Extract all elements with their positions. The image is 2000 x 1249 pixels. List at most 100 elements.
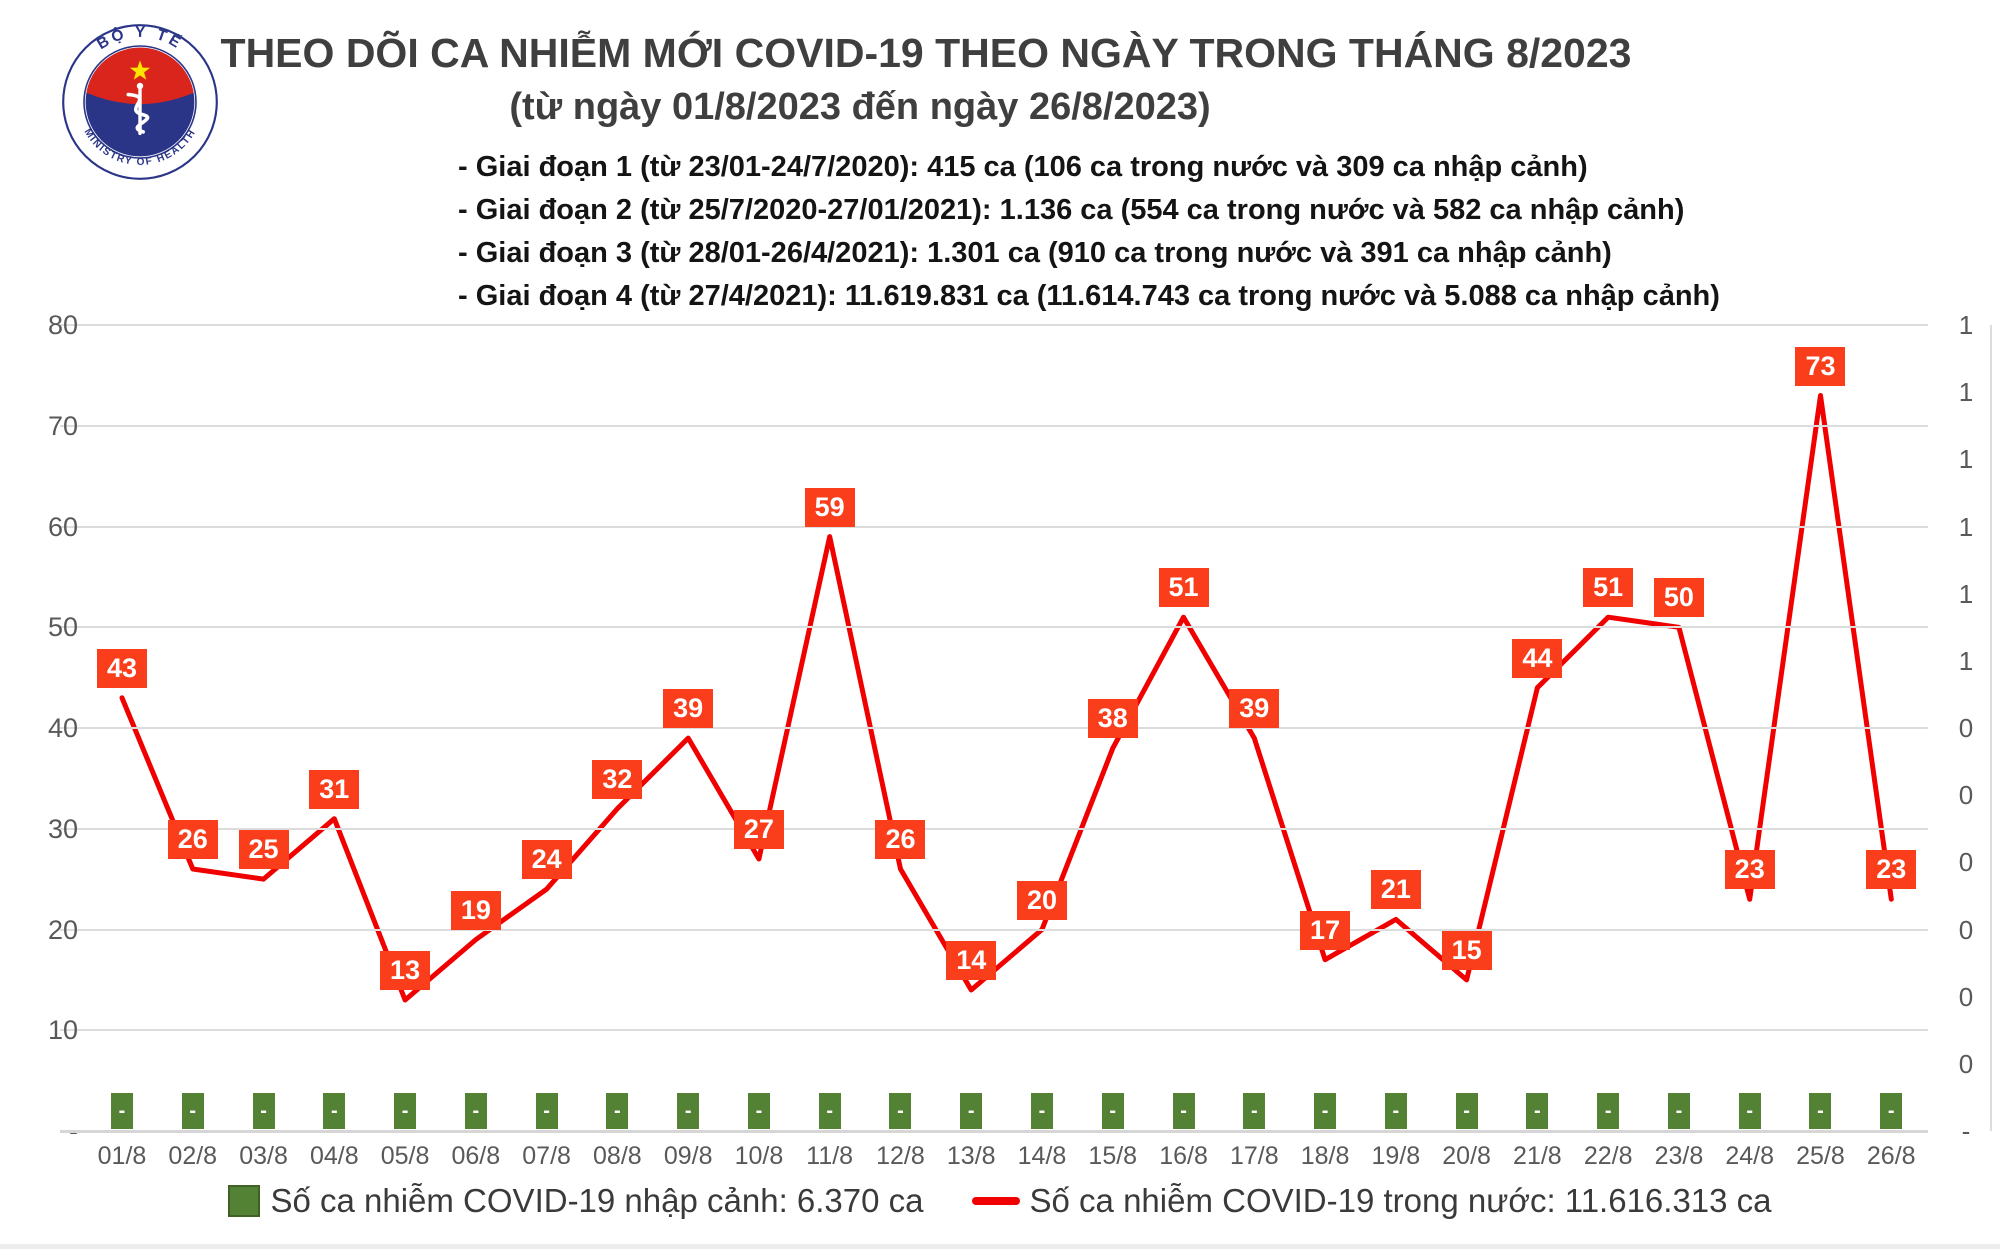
phase-note-3: - Giai đoạn 3 (từ 28/01-26/4/2021): 1.30… — [458, 237, 1612, 269]
imported-cases-bar: - — [1667, 1093, 1690, 1129]
phase-note-2: - Giai đoạn 2 (từ 25/7/2020-27/01/2021):… — [458, 194, 1685, 226]
y-axis-tick-label: 10 — [47, 1015, 78, 1046]
imported-cases-bar: - — [1101, 1093, 1124, 1129]
data-label-box: 24 — [521, 840, 572, 880]
date-tick-label: 12/8 — [876, 1142, 925, 1170]
bar-value-label: - — [1321, 1100, 1329, 1122]
date-tick-label: 09/8 — [663, 1142, 713, 1170]
bar-value-label: - — [1534, 1100, 1541, 1122]
bar-value-label: - — [1109, 1100, 1117, 1122]
imported-cases-bar: - — [252, 1093, 275, 1129]
gridline — [60, 424, 1928, 427]
date-tick-label: 08/8 — [593, 1142, 642, 1170]
imported-cases-swatch-icon — [228, 1185, 261, 1217]
date-tick-label: 23/8 — [1654, 1142, 1704, 1170]
imported-cases-bar: - — [677, 1093, 700, 1129]
bar-value-label: - — [1392, 1100, 1400, 1122]
bar-value-label: - — [330, 1100, 338, 1122]
data-label-box: 14 — [946, 940, 997, 980]
imported-cases-bar: - — [535, 1093, 558, 1129]
phase-notes: - Giai đoạn 1 (từ 23/01-24/7/2020): 415 … — [458, 146, 1720, 318]
secondary-axis-tick-label: 1 — [1958, 444, 1974, 475]
data-label-box: 39 — [663, 689, 714, 729]
data-label-box: 39 — [1229, 689, 1280, 729]
date-tick-label: 21/8 — [1513, 1142, 1562, 1170]
ministry-of-health-logo: BỘ Y TẾ MINISTRY OF HEALTH — [60, 22, 220, 182]
bar-value-label: - — [684, 1100, 692, 1122]
gridline — [60, 525, 1928, 528]
date-tick-label: 19/8 — [1371, 1142, 1421, 1170]
legend: Số ca nhiễm COVID-19 nhập cảnh: 6.370 ca… — [0, 1182, 2000, 1220]
bar-value-label: - — [1675, 1100, 1683, 1122]
bar-value-label: - — [1604, 1100, 1612, 1122]
bar-value-label: - — [614, 1100, 621, 1122]
gridline — [60, 626, 1928, 629]
bar-value-label: - — [401, 1100, 409, 1122]
phase-note-4: - Giai đoạn 4 (từ 27/4/2021): 11.619.831… — [458, 280, 1720, 312]
secondary-axis-tick-label: 0 — [1958, 914, 1974, 945]
bar-value-label: - — [472, 1100, 480, 1122]
date-tick-label: 18/8 — [1300, 1142, 1350, 1170]
y-axis-tick-label: 40 — [47, 713, 78, 743]
data-label-box: 25 — [238, 830, 289, 870]
date-tick-label: 20/8 — [1442, 1142, 1491, 1170]
imported-cases-bar: - — [889, 1093, 912, 1129]
date-tick-label: 01/8 — [97, 1142, 147, 1170]
imported-cases-bar: - — [1455, 1093, 1478, 1129]
date-tick-label: 16/8 — [1159, 1142, 1208, 1170]
bar-value-label: - — [1038, 1100, 1046, 1122]
secondary-axis-tick-label: 0 — [1958, 1048, 1974, 1079]
y-axis-tick-label: 70 — [47, 410, 78, 441]
data-label-box: 20 — [1017, 880, 1067, 920]
bar-value-label: - — [1463, 1100, 1470, 1122]
page-title: THEO DÕI CA NHIỄM MỚI COVID-19 THEO NGÀY… — [220, 30, 1632, 76]
imported-cases-bar: - — [1597, 1093, 1620, 1129]
data-label-box: 23 — [1724, 850, 1775, 890]
y-axis-tick-label: 20 — [47, 914, 78, 945]
date-tick-label: 05/8 — [380, 1142, 430, 1170]
imported-cases-bar: - — [1738, 1093, 1761, 1129]
imported-cases-bar: - — [1243, 1093, 1266, 1129]
data-label-box: 31 — [309, 769, 360, 809]
data-label-box: 17 — [1300, 910, 1351, 950]
bar-value-label: - — [1180, 1100, 1187, 1122]
x-axis-line — [60, 1130, 1928, 1133]
bar-value-label: - — [897, 1100, 904, 1122]
legend-label-imported: Số ca nhiễm COVID-19 nhập cảnh: 6.370 ca — [270, 1182, 924, 1219]
imported-cases-bar: - — [1031, 1093, 1053, 1129]
date-tick-label: 25/8 — [1796, 1142, 1845, 1170]
gridline — [60, 928, 1928, 931]
data-label-box: 32 — [592, 759, 643, 799]
imported-cases-bar: - — [181, 1093, 204, 1129]
data-label-box: 26 — [875, 820, 926, 860]
secondary-axis-tick-label: 0 — [1958, 847, 1974, 878]
date-tick-label: 26/8 — [1866, 1142, 1916, 1170]
data-label-box: 38 — [1087, 699, 1138, 739]
data-label-box: 15 — [1441, 930, 1492, 970]
imported-cases-bar: - — [1172, 1093, 1195, 1129]
date-tick-label: 13/8 — [946, 1142, 996, 1170]
imported-cases-bar: - — [818, 1093, 841, 1129]
date-tick-label: 14/8 — [1017, 1142, 1067, 1170]
data-label-box: 13 — [380, 951, 431, 991]
data-label-box: 51 — [1583, 568, 1634, 608]
secondary-axis-tick-label: 0 — [1958, 713, 1974, 743]
secondary-axis-tick-label: - — [1961, 1116, 1971, 1146]
imported-cases-bar: - — [111, 1093, 133, 1129]
secondary-axis-tick-label: 1 — [1958, 310, 1974, 340]
imported-cases-bar: - — [1880, 1093, 1903, 1129]
data-label-box: 73 — [1795, 346, 1846, 386]
secondary-axis-tick-label: 1 — [1958, 377, 1974, 408]
bar-value-label: - — [755, 1100, 763, 1122]
data-label-box: 59 — [804, 487, 855, 527]
moh-logo-svg: BỘ Y TẾ MINISTRY OF HEALTH — [62, 24, 218, 180]
gridline — [60, 827, 1928, 830]
date-tick-label: 06/8 — [451, 1142, 501, 1170]
gridline — [60, 324, 1928, 326]
domestic-cases-swatch-icon — [971, 1197, 1020, 1205]
bar-value-label: - — [118, 1100, 126, 1122]
y-axis-tick-label: 30 — [47, 813, 78, 844]
bar-value-label: - — [826, 1100, 834, 1122]
imported-cases-bar: - — [394, 1093, 417, 1129]
